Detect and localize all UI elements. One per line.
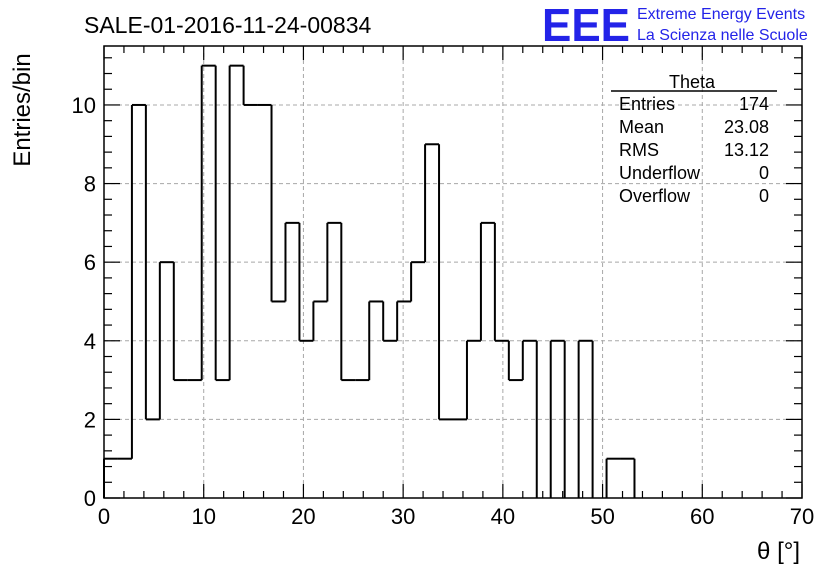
histogram-bin: [479, 221, 495, 341]
plot-frame: [103, 45, 803, 499]
y-tick-label: 10: [72, 93, 96, 118]
stats-value-mean: 23.08: [724, 117, 769, 137]
logo-letters: EEE: [542, 0, 630, 51]
stats-value-rms: 13.12: [724, 140, 769, 160]
histogram-bin: [424, 143, 440, 263]
stats-label-entries: Entries: [619, 94, 675, 114]
stats-value-underflow: 0: [759, 163, 769, 183]
histogram-bin: [521, 339, 537, 381]
histogram-bin: [507, 340, 523, 382]
x-tick-label: 20: [291, 504, 315, 529]
histogram-bin: [214, 65, 230, 382]
x-tick-label: 10: [191, 504, 215, 529]
x-tick-label: 40: [491, 504, 515, 529]
x-axis-label: θ [°]: [757, 538, 800, 565]
x-tick-label: 60: [690, 504, 714, 529]
histogram-bin: [130, 103, 146, 459]
histogram-bin: [172, 262, 188, 382]
histogram-bin: [605, 457, 621, 498]
stats-box: Theta Entries 174 Mean 23.08 RMS 13.12 U…: [611, 72, 777, 206]
axis-ticks: [103, 46, 803, 499]
chart-title: SALE-01-2016-11-24-00834: [84, 12, 371, 38]
logo-line-1: Extreme Energy Events: [637, 6, 805, 23]
stats-title: Theta: [669, 72, 716, 92]
y-axis-label: Entries/bin: [9, 53, 36, 166]
y-tick-label: 6: [84, 250, 96, 275]
histogram-bin: [549, 339, 565, 498]
histogram-bin: [228, 64, 244, 381]
histogram-bin: [284, 221, 300, 302]
stats-label-underflow: Underflow: [619, 163, 701, 183]
grid-lines: [104, 46, 802, 498]
histogram-bin: [200, 64, 216, 381]
stats-label-mean: Mean: [619, 117, 664, 137]
stats-value-entries: 174: [739, 94, 769, 114]
histogram-bin: [577, 339, 593, 498]
y-tick-label: 2: [84, 407, 96, 432]
histogram-bin: [368, 300, 384, 381]
histogram-bin: [382, 301, 398, 342]
histogram-bin: [493, 222, 509, 342]
histogram-bin: [144, 104, 160, 421]
histogram-bin: [410, 261, 426, 302]
stats-label-overflow: Overflow: [619, 186, 691, 206]
x-tick-label: 70: [790, 504, 814, 529]
stats-value-overflow: 0: [759, 186, 769, 206]
y-tick-label: 8: [84, 172, 96, 197]
histogram-bin: [298, 222, 314, 342]
x-tick-label: 30: [391, 504, 415, 529]
histogram-bin: [326, 221, 342, 302]
histogram-bin: [158, 261, 174, 420]
histogram-bin: [340, 222, 356, 382]
logo-line-2: La Scienza nelle Scuole: [637, 27, 808, 44]
histogram-bin: [396, 300, 412, 341]
histogram-bin: [242, 65, 258, 106]
y-tick-label: 0: [84, 486, 96, 511]
histogram-bars: [103, 64, 636, 498]
histogram-bin: [270, 104, 286, 303]
axis-tick-labels: 0 10 20 30 40 50 60 70 0 2 4 6 8 10: [72, 93, 815, 529]
histogram-bin: [465, 339, 481, 420]
histogram-bin: [312, 300, 328, 341]
stats-label-rms: RMS: [619, 140, 659, 160]
eee-logo: EEE Extreme Energy Events La Scienza nel…: [542, 0, 808, 51]
histogram-bin: [438, 144, 453, 421]
y-tick-label: 4: [84, 329, 96, 354]
x-tick-label: 50: [590, 504, 614, 529]
x-tick-label: 0: [98, 504, 110, 529]
